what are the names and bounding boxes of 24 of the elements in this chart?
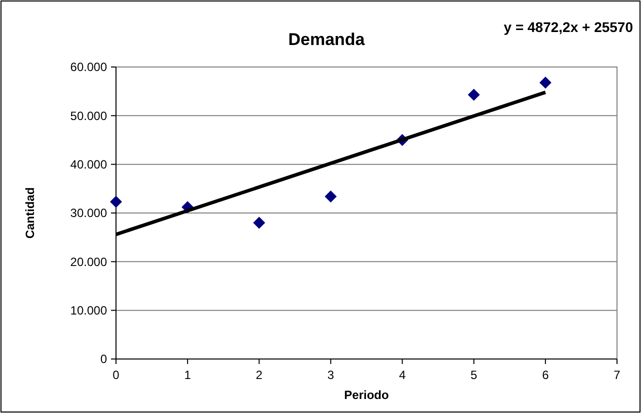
- y-tick-label: 10.000: [70, 304, 108, 318]
- x-tick-label: 0: [112, 368, 120, 382]
- y-tick-label: 0: [100, 352, 108, 366]
- y-tick-label: 40.000: [70, 158, 108, 172]
- x-tick-label: 4: [398, 368, 406, 382]
- point: [468, 88, 480, 101]
- point: [324, 190, 337, 202]
- chart-title: Demanda: [288, 30, 366, 49]
- text: y = 4872,2x + 25570: [504, 19, 634, 35]
- y-tick-label: 60.000: [70, 60, 108, 74]
- point: [253, 216, 266, 229]
- x-tick-label: 6: [542, 368, 550, 382]
- x-tick-label: 5: [470, 368, 478, 382]
- y-tick-label: 30.000: [70, 206, 108, 220]
- x-tick-label: 1: [184, 368, 192, 382]
- x-tick-label: 7: [614, 368, 621, 382]
- x-tick-label: 3: [327, 368, 334, 382]
- x-axis-title: Periodo: [344, 388, 389, 402]
- point: [110, 196, 122, 208]
- y-axis-title: Cantidad: [23, 187, 37, 239]
- x-tick-label: 2: [256, 368, 263, 382]
- y-tick-label: 50.000: [70, 108, 108, 123]
- y-tick-label: 20.000: [70, 254, 108, 269]
- point: [539, 76, 552, 89]
